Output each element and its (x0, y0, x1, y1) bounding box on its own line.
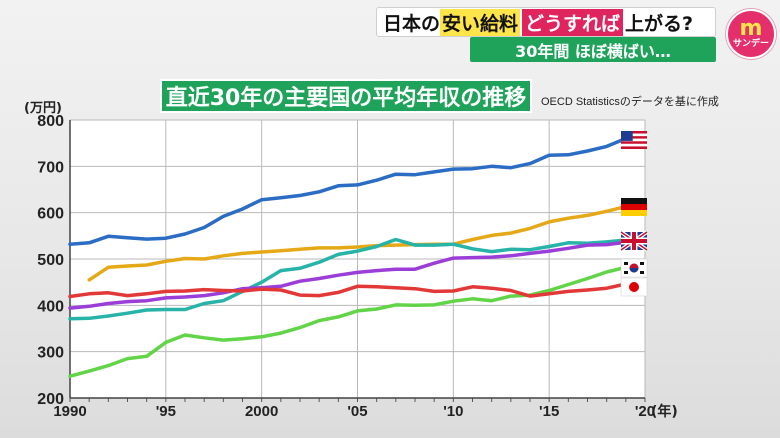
x-axis-unit: (年) (651, 403, 678, 420)
uk-flag-icon (619, 230, 649, 252)
y-tick-label: 400 (37, 298, 64, 315)
x-tick-label: '05 (347, 403, 367, 420)
y-tick-label: 700 (37, 159, 64, 176)
korea-flag-icon (620, 258, 648, 278)
y-tick-label: 300 (37, 345, 64, 362)
series-line-de (87, 204, 628, 282)
headline-part4: 上がる? (625, 12, 694, 35)
y-axis-unit: (万円) (24, 101, 62, 116)
series-line-jp (68, 282, 628, 299)
us-flag-icon (621, 131, 647, 149)
y-tick-label: 600 (37, 206, 64, 223)
series-line-us (68, 136, 628, 246)
x-tick-label: '95 (156, 403, 176, 420)
chart-source: OECD Statisticsのデータを基に作成 (541, 96, 719, 108)
flag-icons (619, 131, 649, 297)
logo-mark: m (739, 16, 763, 41)
x-tick-label: '10 (443, 403, 463, 420)
series-line-uk (68, 237, 628, 321)
germany-flag-icon (621, 198, 647, 216)
x-tick-label: 2000 (245, 403, 278, 420)
series-line-eu (68, 240, 628, 310)
channel-logo: m サンデー (726, 9, 776, 59)
japan-flag-icon (620, 277, 648, 297)
y-tick-label: 500 (37, 252, 64, 269)
logo-sub: サンデー (732, 39, 769, 49)
headline-part2: 安い給料 (440, 8, 521, 36)
x-tick-label: 1990 (53, 403, 86, 420)
chart-title: 直近30年の主要国の平均年収の推移 (160, 79, 532, 113)
headline-part3: どうすれば (522, 8, 624, 36)
y-tick-label: 800 (37, 113, 64, 130)
x-tick-label: '15 (539, 403, 559, 420)
headline-part1: 日本の (383, 12, 441, 35)
x-tick-label: '20 (635, 403, 655, 420)
subheadline-banner: 30年間 ほぼ横ばい… (470, 37, 716, 62)
y-tick-label: 200 (37, 391, 64, 408)
headline-banner: 日本の 安い給料 どうすれば 上がる? (376, 7, 716, 37)
